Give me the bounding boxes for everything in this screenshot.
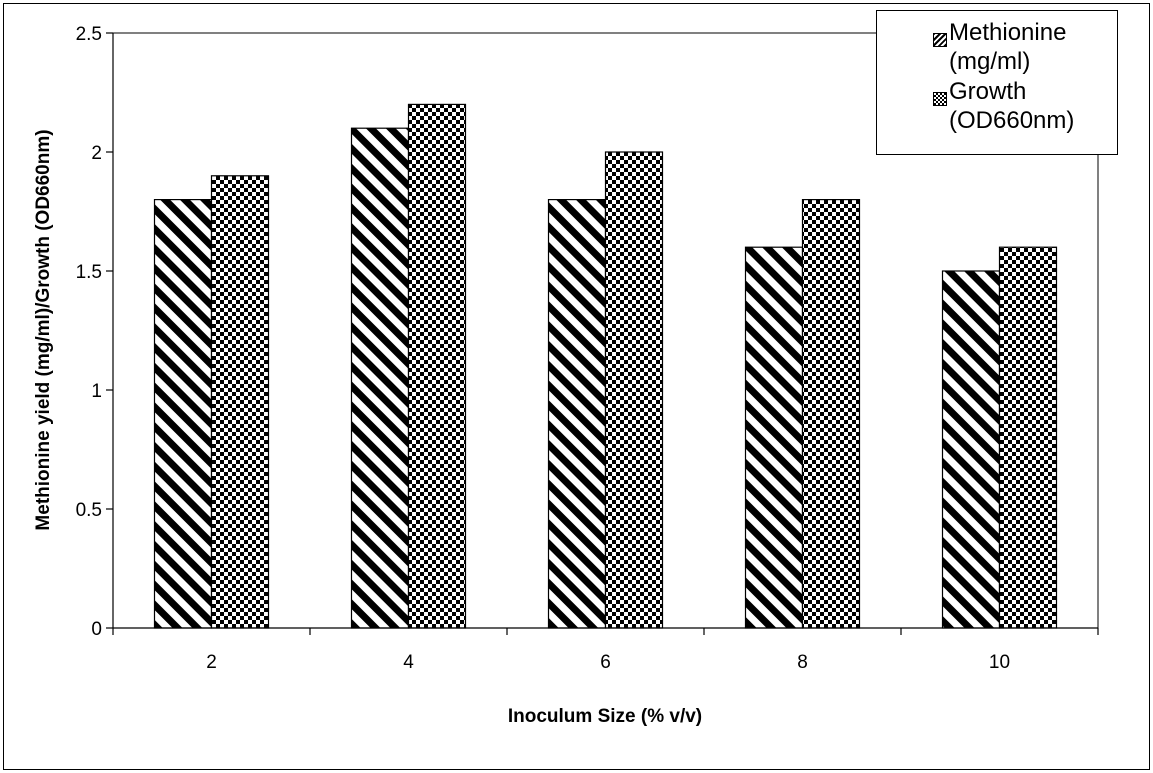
- y-tick-label: 0: [91, 619, 102, 640]
- legend-swatch-growth: [933, 92, 947, 106]
- bar-methionine-mg-ml-4: [350, 127, 410, 629]
- y-tick-label: 1.5: [76, 262, 102, 283]
- legend: Methionine (mg/ml) Growth (OD660nm): [876, 10, 1118, 155]
- y-tick-label: 2: [91, 143, 102, 164]
- x-axis-title: Inoculum Size (% v/v): [508, 706, 702, 727]
- y-axis-title: Methionine yield (mg/ml)/Growth (OD660nm…: [33, 129, 54, 530]
- legend-label-growth: Growth (OD660nm): [949, 78, 1075, 134]
- bar-growth-od660nm-6: [604, 151, 664, 629]
- legend-swatch-methionine: [933, 33, 947, 47]
- bar-methionine-mg-ml-2: [153, 199, 213, 629]
- chart-frame: [3, 3, 1150, 770]
- y-tick-label: 2.5: [76, 24, 102, 45]
- bar-growth-od660nm-4: [407, 103, 467, 629]
- bar-methionine-mg-ml-8: [744, 246, 804, 629]
- x-tick-label: 2: [206, 652, 217, 673]
- bar-growth-od660nm-2: [210, 175, 270, 629]
- bar-methionine-mg-ml-10: [941, 270, 1001, 629]
- bar-growth-od660nm-10: [998, 246, 1058, 629]
- y-tick-label: 0.5: [76, 500, 102, 521]
- x-tick-label: 6: [600, 652, 611, 673]
- x-tick-label: 10: [989, 652, 1010, 673]
- y-tick-label: 1: [91, 381, 102, 402]
- bar-growth-od660nm-8: [801, 199, 861, 629]
- x-tick-label: 8: [797, 652, 808, 673]
- bar-methionine-mg-ml-6: [547, 199, 607, 629]
- x-tick-label: 4: [403, 652, 414, 673]
- legend-label-methionine: Methionine (mg/ml): [949, 19, 1067, 75]
